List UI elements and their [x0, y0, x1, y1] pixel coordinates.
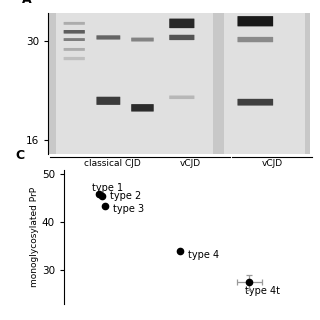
Text: classical CJD: classical CJD	[84, 159, 140, 168]
Text: vCJD: vCJD	[261, 159, 283, 168]
Text: vCJD: vCJD	[180, 159, 201, 168]
Text: A: A	[22, 0, 31, 6]
FancyBboxPatch shape	[237, 16, 273, 26]
FancyBboxPatch shape	[96, 35, 120, 40]
FancyBboxPatch shape	[131, 37, 154, 42]
FancyBboxPatch shape	[169, 19, 195, 28]
FancyBboxPatch shape	[131, 104, 154, 112]
Y-axis label: monoglycosylated PrP: monoglycosylated PrP	[30, 187, 39, 287]
Bar	[224, 13, 305, 154]
FancyBboxPatch shape	[169, 35, 195, 40]
FancyBboxPatch shape	[64, 38, 85, 41]
FancyBboxPatch shape	[237, 99, 273, 106]
FancyBboxPatch shape	[64, 57, 85, 60]
Text: type 3: type 3	[113, 204, 144, 214]
FancyBboxPatch shape	[237, 37, 273, 42]
FancyBboxPatch shape	[64, 48, 85, 51]
Text: C: C	[15, 148, 25, 162]
Bar	[56, 13, 213, 154]
Text: type 2: type 2	[110, 191, 141, 201]
FancyBboxPatch shape	[96, 97, 120, 105]
Text: type 4: type 4	[188, 250, 219, 260]
FancyBboxPatch shape	[64, 22, 85, 25]
Text: type 4t: type 4t	[245, 286, 280, 296]
FancyBboxPatch shape	[169, 95, 195, 99]
FancyBboxPatch shape	[64, 30, 85, 34]
Text: type 1: type 1	[92, 183, 123, 193]
